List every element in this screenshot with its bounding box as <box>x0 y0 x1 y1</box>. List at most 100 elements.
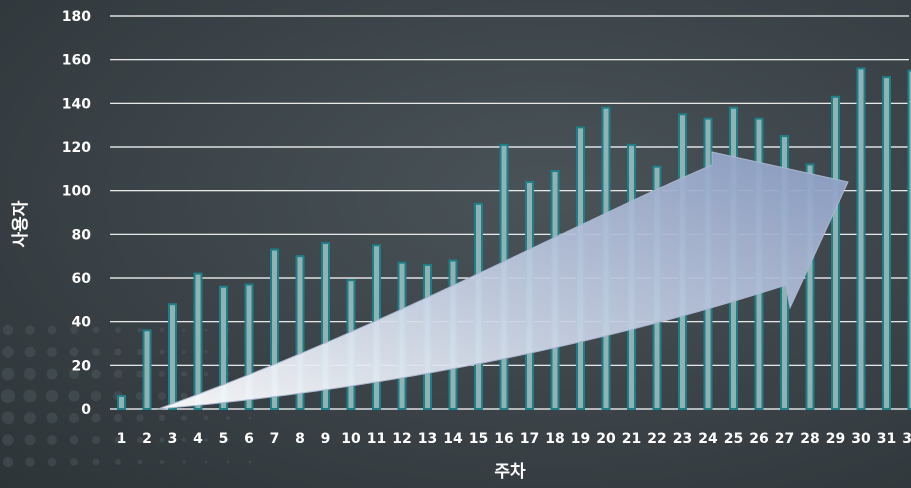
x-tick-label: 18 <box>545 431 564 447</box>
background-dot <box>2 324 14 336</box>
background-dot <box>46 368 58 380</box>
background-dot <box>68 412 80 424</box>
x-tick-label: 4 <box>193 431 203 447</box>
background-dot <box>248 416 252 420</box>
background-dot <box>2 434 14 446</box>
background-dot <box>113 413 123 423</box>
y-tick-label: 40 <box>72 315 92 331</box>
background-dot <box>114 436 122 444</box>
background-dot <box>23 389 37 403</box>
x-tick-label: 12 <box>392 431 411 447</box>
bar <box>142 329 152 410</box>
background-dot <box>180 392 188 400</box>
x-tick-label: 17 <box>520 431 539 447</box>
background-dot <box>47 435 57 445</box>
y-tick-label: 0 <box>81 402 91 418</box>
bar <box>831 95 840 411</box>
x-tick-label: 22 <box>647 431 666 447</box>
x-tick-label: 2 <box>142 431 152 447</box>
background-dot <box>181 371 187 377</box>
bar <box>117 394 126 410</box>
x-tick-label: 25 <box>724 431 743 447</box>
background-dot <box>68 390 80 402</box>
bar <box>805 163 815 410</box>
x-tick-label: 14 <box>443 431 463 447</box>
background-dot <box>182 328 186 332</box>
background-dot <box>158 414 166 422</box>
background-dot <box>135 391 145 401</box>
background-dot <box>47 457 57 467</box>
background-dot <box>136 348 144 356</box>
y-tick-label: 100 <box>62 184 91 200</box>
x-tick-label: 19 <box>571 431 590 447</box>
background-dot <box>226 416 230 420</box>
bar <box>321 242 330 410</box>
y-tick-label: 80 <box>72 227 92 243</box>
background-dot <box>182 460 186 464</box>
background-dot <box>226 460 230 464</box>
y-axis-ticks: 0 20 40 60 80 100 120 140 160 180 <box>62 9 91 418</box>
background-dot <box>1 367 15 381</box>
background-dot <box>2 456 14 468</box>
background-dot <box>114 348 122 356</box>
bar <box>219 285 228 411</box>
background-dot <box>159 327 165 333</box>
background-dot <box>204 460 208 464</box>
x-tick-label: 27 <box>775 431 794 447</box>
background-dot <box>1 411 15 425</box>
background-dot <box>159 437 165 443</box>
background-dot <box>47 347 57 357</box>
background-dot <box>136 370 144 378</box>
y-tick-label: 180 <box>62 9 91 25</box>
y-tick-label: 120 <box>62 140 91 156</box>
background-dot <box>24 368 36 380</box>
background-dot <box>47 325 57 335</box>
background-dot <box>181 415 187 421</box>
y-tick-label: 20 <box>72 358 92 374</box>
background-dot <box>159 349 165 355</box>
y-tick-label: 140 <box>62 96 91 112</box>
background-dot <box>92 326 100 334</box>
background-dot <box>1 389 15 403</box>
x-axis-title: 주차 <box>494 462 526 482</box>
x-tick-label: 30 <box>851 431 871 447</box>
background-dot <box>2 346 14 358</box>
background-dot <box>92 436 100 444</box>
background-dot <box>181 437 187 443</box>
x-tick-label: 16 <box>494 431 513 447</box>
x-tick-label: 5 <box>219 431 229 447</box>
background-dot <box>159 459 165 465</box>
bar <box>295 255 305 410</box>
bar <box>856 67 866 411</box>
x-tick-label: 28 <box>800 431 819 447</box>
x-tick-label: 20 <box>596 431 616 447</box>
background-dot <box>248 438 252 442</box>
background-dot <box>115 459 121 465</box>
background-dot <box>137 327 143 333</box>
background-dot <box>45 389 59 403</box>
background-dot <box>136 414 144 422</box>
background-dot <box>115 327 121 333</box>
y-tick-label: 160 <box>62 53 91 69</box>
background-dot <box>91 369 101 379</box>
background-dot <box>204 438 208 442</box>
background-dot <box>24 412 36 424</box>
x-tick-label: 23 <box>673 431 692 447</box>
background-dot <box>92 458 100 466</box>
background-dot <box>90 390 102 402</box>
background-dot <box>136 436 144 444</box>
bar <box>882 76 891 410</box>
background-dot <box>204 350 208 354</box>
x-tick-label: 13 <box>418 431 437 447</box>
x-tick-label: 24 <box>698 431 718 447</box>
background-dot <box>69 347 79 357</box>
x-tick-label: 8 <box>295 431 305 447</box>
background-dot <box>203 371 209 377</box>
background-dot-pattern <box>1 324 253 468</box>
y-tick-label: 60 <box>72 271 92 287</box>
x-tick-label: 6 <box>244 431 254 447</box>
x-tick-label: 31 <box>877 431 896 447</box>
x-tick-label: 7 <box>270 431 280 447</box>
bar <box>270 248 279 410</box>
